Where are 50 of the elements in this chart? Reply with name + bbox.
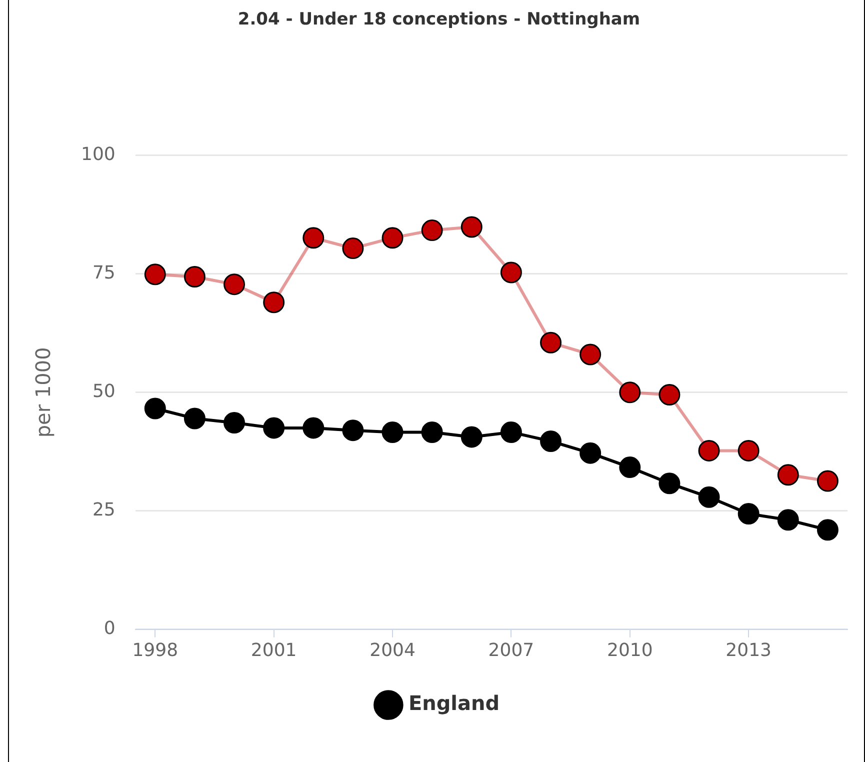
point	[144, 398, 166, 420]
point	[460, 216, 482, 238]
x-tick-label: 1998	[132, 640, 178, 661]
point	[184, 408, 206, 430]
point	[382, 421, 404, 443]
point	[540, 332, 562, 354]
y-tick-label: 75	[92, 262, 116, 284]
point	[263, 292, 285, 314]
point	[342, 420, 364, 442]
point	[777, 464, 799, 486]
point	[302, 227, 324, 249]
point	[738, 502, 760, 524]
point	[382, 227, 404, 249]
point	[580, 442, 602, 464]
point	[500, 262, 522, 284]
chart-title: 2.04 - Under 18 conceptions - Nottingham	[238, 10, 640, 30]
x-tick-label: 2004	[370, 640, 416, 661]
point	[777, 509, 799, 531]
x-tick-label: 2010	[606, 640, 653, 661]
point	[421, 220, 443, 242]
point	[224, 274, 246, 296]
legend-label: England	[408, 691, 500, 716]
point	[698, 440, 720, 462]
point	[302, 417, 324, 439]
point	[619, 456, 641, 478]
point	[738, 440, 760, 462]
point	[816, 470, 838, 492]
point	[619, 382, 641, 404]
point	[460, 426, 482, 448]
y-tick-label: 0	[104, 618, 116, 640]
y-tick-label: 50	[92, 381, 116, 402]
y-axis-title: per 1000	[31, 347, 56, 438]
y-tick-label: 25	[92, 500, 116, 521]
point	[540, 430, 562, 452]
point	[144, 264, 166, 286]
point	[580, 344, 602, 366]
point	[184, 266, 206, 288]
point	[658, 384, 680, 406]
point	[658, 472, 680, 494]
x-tick-label: 2001	[250, 640, 297, 661]
point	[698, 486, 720, 508]
x-tick-label: 2013	[726, 640, 772, 661]
point	[500, 421, 522, 443]
point	[421, 421, 443, 443]
x-tick-label: 2007	[488, 640, 534, 661]
point	[224, 412, 246, 434]
point	[342, 238, 364, 260]
y-tick-label: 100	[80, 144, 116, 166]
point	[816, 519, 838, 541]
point	[263, 417, 285, 439]
